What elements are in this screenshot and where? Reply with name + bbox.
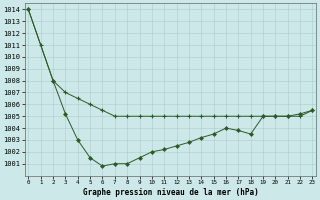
X-axis label: Graphe pression niveau de la mer (hPa): Graphe pression niveau de la mer (hPa) bbox=[83, 188, 258, 197]
